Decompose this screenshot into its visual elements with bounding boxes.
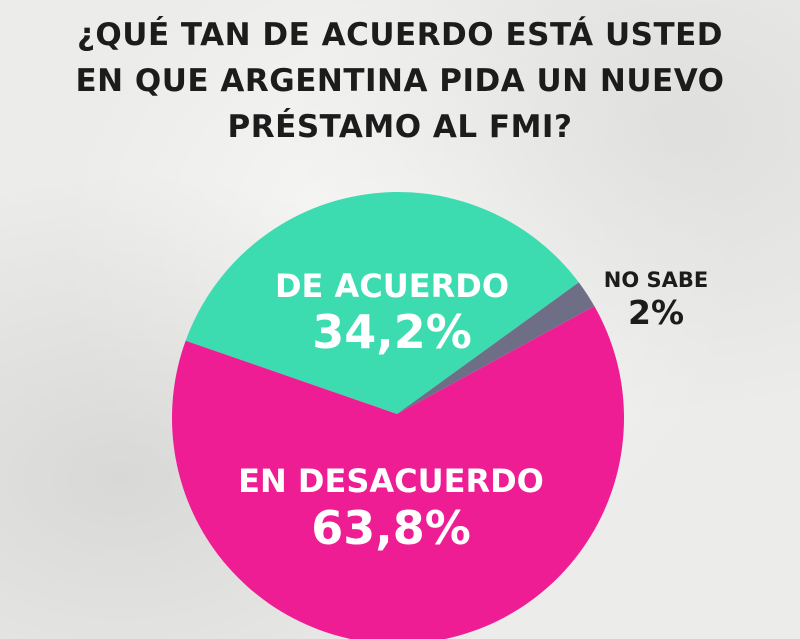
chart-title-line-3: PRÉSTAMO AL FMI?: [227, 109, 573, 145]
slice-value-no-sabe: 2%: [628, 293, 684, 332]
slice-label-en-desacuerdo: EN DESACUERDO: [238, 462, 544, 500]
slice-label-de-acuerdo: DE ACUERDO: [275, 267, 509, 305]
pie-slice-no-sabe: [397, 282, 595, 414]
chart-title: ¿QUÉ TAN DE ACUERDO ESTÁ USTED EN QUE AR…: [0, 12, 800, 150]
slice-label-no-sabe: NO SABE: [604, 268, 708, 292]
slice-value-de-acuerdo: 34,2%: [312, 305, 472, 359]
pie-slice-en-desacuerdo: [172, 306, 624, 639]
pie-slices: [172, 191, 624, 639]
slice-value-en-desacuerdo: 63,8%: [311, 501, 471, 555]
pie-slice-de-acuerdo: [185, 191, 579, 414]
chart-title-line-2: EN QUE ARGENTINA PIDA UN NUEVO: [75, 63, 725, 99]
chart-title-line-1: ¿QUÉ TAN DE ACUERDO ESTÁ USTED: [76, 17, 724, 53]
